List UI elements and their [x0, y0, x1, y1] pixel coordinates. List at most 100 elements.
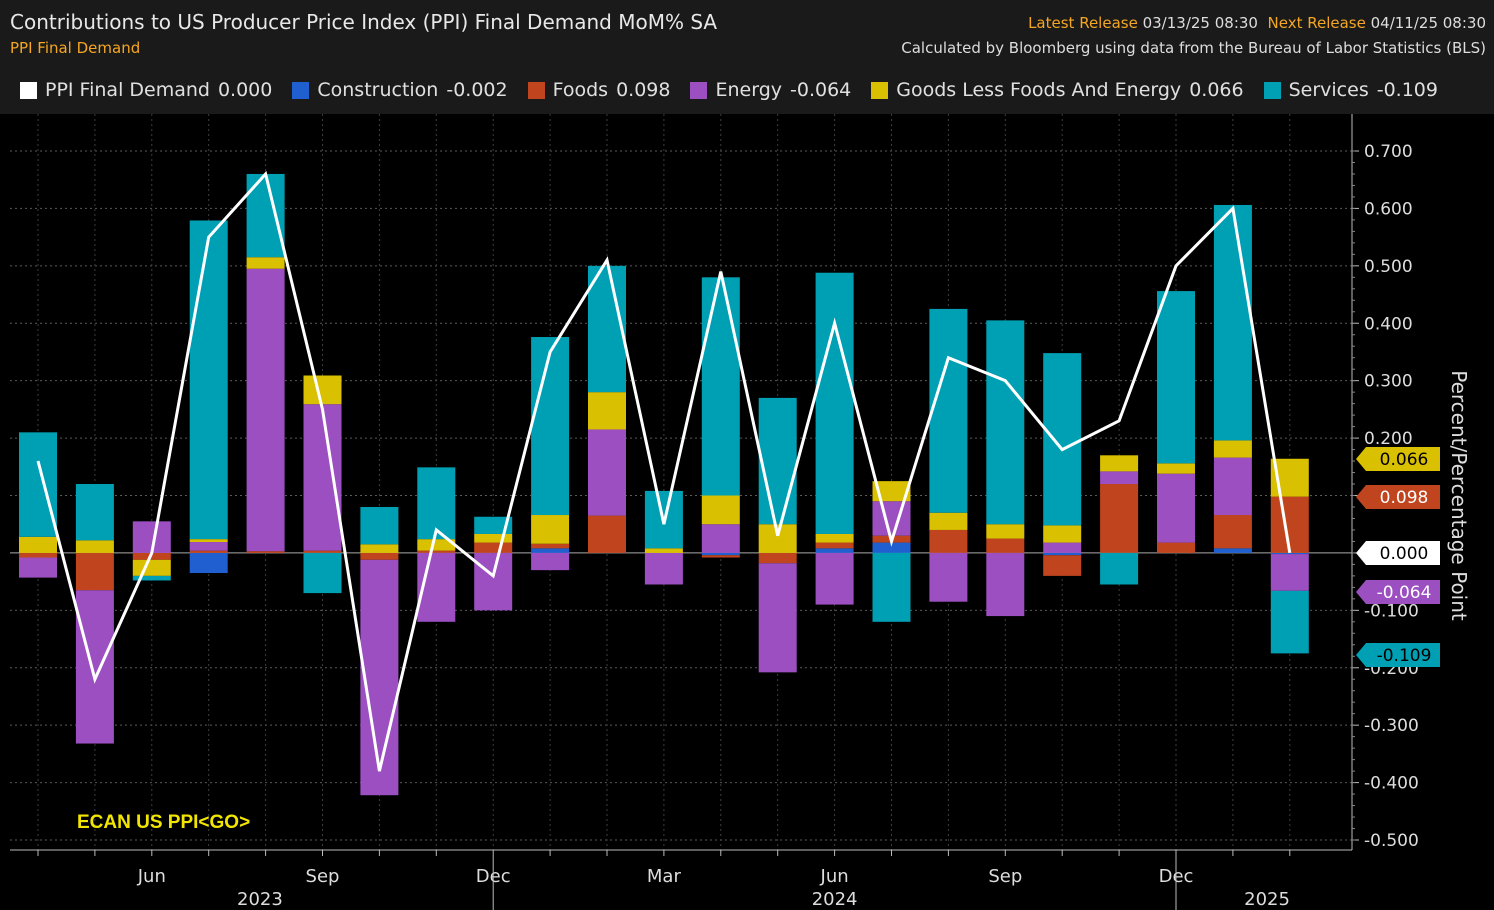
end-value-label: 0.000	[1380, 544, 1429, 564]
bar-segment	[1100, 471, 1139, 485]
bar-segment	[588, 429, 626, 516]
bar-segment	[1213, 457, 1252, 516]
bar-segment	[929, 512, 968, 530]
end-value-badge	[1356, 541, 1440, 565]
legend-item-goods-less-foods-energy[interactable]: Goods Less Foods And Energy 0.066	[871, 79, 1244, 101]
bar-segment	[1157, 463, 1195, 474]
y-tick-label: -0.500	[1364, 831, 1419, 851]
bar-segment	[588, 265, 626, 393]
bar-segment	[588, 392, 626, 430]
legend-swatch-foods	[527, 81, 545, 99]
bar-segment	[758, 524, 797, 553]
bar-segment	[872, 481, 911, 502]
bar-segment	[417, 539, 456, 551]
legend-swatch-ppi	[20, 81, 37, 99]
legend-swatch-energy	[690, 81, 708, 99]
ppi-line	[36, 170, 1292, 772]
legend-value: 0.066	[1189, 79, 1244, 101]
next-release-value: 04/11/25 08:30	[1370, 14, 1486, 32]
bar-segment	[360, 552, 399, 560]
bar-segment	[1100, 552, 1139, 585]
bar-segment	[246, 268, 285, 552]
legend-swatch-construction	[292, 81, 310, 99]
legend: PPI Final Demand 0.000 Construction -0.0…	[20, 79, 1458, 101]
y-tick-label: 0.500	[1364, 257, 1413, 277]
bar-segment	[75, 484, 114, 541]
bar-segment	[1270, 496, 1309, 553]
legend-item-foods[interactable]: Foods 0.098	[527, 79, 670, 101]
bar-segment	[986, 320, 1025, 525]
bar-segment	[1157, 542, 1195, 553]
bar-segment	[701, 555, 740, 558]
bar-segment	[19, 557, 57, 578]
bar-segment	[815, 548, 854, 553]
end-value-label: -0.064	[1377, 583, 1432, 603]
end-value-badge	[1356, 643, 1440, 667]
bar-segment	[360, 506, 399, 545]
bar-segment	[303, 552, 342, 594]
bar-segment	[1213, 204, 1252, 441]
bar-segment	[1043, 525, 1082, 543]
bar-segment	[1213, 515, 1252, 549]
y-tick-label: -0.400	[1364, 774, 1419, 794]
bar-segment	[1043, 542, 1082, 553]
x-tick-label: Sep	[988, 866, 1022, 887]
y-tick-label: 0.200	[1364, 429, 1413, 449]
bar-segment	[872, 552, 911, 622]
bar-segment	[189, 539, 228, 543]
bar-segment	[303, 375, 342, 405]
y-axis-title: Percent/Percentage Point	[1447, 370, 1471, 621]
end-value-label: 0.098	[1380, 488, 1429, 508]
end-value-badge	[1356, 485, 1440, 509]
bar-segment	[19, 536, 57, 553]
legend-label: Services	[1288, 79, 1369, 101]
bar-segment	[1270, 590, 1309, 654]
year-label: 2023	[237, 889, 283, 910]
legend-label: Construction	[317, 79, 439, 101]
legend-value: -0.109	[1376, 79, 1438, 101]
bar-segment	[189, 220, 228, 540]
bar-segment	[758, 552, 797, 564]
bar-segment	[758, 397, 797, 525]
latest-release-value: 03/13/25 08:30	[1142, 14, 1258, 32]
bar-segment	[474, 542, 513, 553]
bar-segment	[701, 552, 740, 556]
bar-segment	[246, 257, 285, 269]
y-tick-label: 0.600	[1364, 199, 1413, 219]
legend-value: -0.002	[446, 79, 508, 101]
legend-item-services[interactable]: Services -0.109	[1263, 79, 1438, 101]
bar-segment	[1100, 455, 1139, 472]
bar-segment	[531, 515, 570, 544]
source-note: Calculated by Bloomberg using data from …	[901, 39, 1486, 57]
bar-segment	[701, 524, 740, 553]
bar-segment	[1043, 555, 1082, 576]
bar-segment	[360, 559, 399, 796]
bar-segment	[132, 559, 171, 576]
bar-segment	[531, 548, 570, 553]
legend-swatch-services	[1263, 81, 1281, 99]
bar-segment	[189, 542, 228, 551]
legend-item-energy[interactable]: Energy -0.064	[690, 79, 851, 101]
bar-segment	[246, 551, 285, 553]
bar-segment	[474, 516, 513, 534]
y-tick-label: 0.700	[1364, 142, 1413, 162]
y-tick-label: 0.300	[1364, 372, 1413, 392]
bar-segment	[303, 404, 342, 551]
latest-release-label: Latest Release	[1028, 14, 1138, 32]
legend-label: Energy	[715, 79, 783, 101]
bar-segment	[815, 533, 854, 543]
chart-subtitle: PPI Final Demand	[10, 39, 141, 57]
bar-segment	[303, 550, 342, 553]
bar-segment	[1043, 353, 1082, 526]
bar-segment	[189, 550, 228, 553]
end-value-badge	[1356, 580, 1440, 604]
bar-segment	[19, 432, 57, 537]
bar-segment	[815, 552, 854, 605]
bar-segment	[417, 550, 456, 553]
bar-segment	[758, 563, 797, 673]
bar-segment	[1043, 552, 1082, 556]
bar-segment	[929, 529, 968, 553]
legend-item-construction[interactable]: Construction -0.002	[292, 79, 508, 101]
bar-segment	[474, 533, 513, 543]
legend-item-ppi[interactable]: PPI Final Demand 0.000	[20, 79, 272, 101]
